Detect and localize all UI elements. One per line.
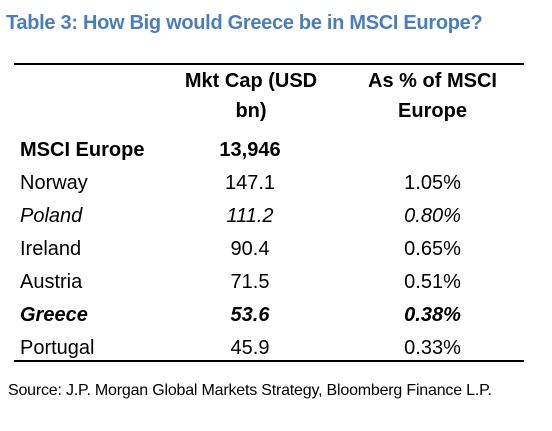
table-row: Norway 147.1 1.05% xyxy=(20,167,520,200)
row-name: Norway xyxy=(20,172,88,194)
header-pct-line1: As % of MSCI xyxy=(368,70,497,92)
table-row: Austria 71.5 0.51% xyxy=(20,266,520,299)
header-mkt-cap-line1: Mkt Cap (USD xyxy=(184,70,318,92)
header-pct-line2: Europe xyxy=(398,100,467,122)
header-pct-msci: As % of MSCI Europe xyxy=(350,66,515,126)
table-body: MSCI Europe 13,946 Norway 147.1 1.05% Po… xyxy=(20,134,520,365)
row-name: MSCI Europe xyxy=(20,139,145,161)
table-bottom-rule xyxy=(14,360,524,362)
row-mkt-cap: 45.9 xyxy=(230,337,270,359)
row-mkt-cap: 111.2 xyxy=(226,205,274,227)
table-row: Greece 53.6 0.38% xyxy=(20,299,520,332)
table-row: Ireland 90.4 0.65% xyxy=(20,233,520,266)
row-pct: 1.05% xyxy=(404,172,461,194)
row-name: Ireland xyxy=(20,238,82,260)
row-name: Portugal xyxy=(20,337,95,359)
row-name: Greece xyxy=(20,304,88,326)
row-mkt-cap: 147.1 xyxy=(224,172,276,194)
table-row: MSCI Europe 13,946 xyxy=(20,134,520,167)
row-mkt-cap: 90.4 xyxy=(230,238,270,260)
row-pct: 0.38% xyxy=(404,304,461,326)
row-pct: 0.65% xyxy=(404,238,461,260)
header-mkt-cap-line2: bn) xyxy=(235,100,267,122)
table-row: Poland 111.2 0.80% xyxy=(20,200,520,233)
table-top-rule xyxy=(14,63,524,65)
table-row: Portugal 45.9 0.33% xyxy=(20,332,520,365)
row-name: Poland xyxy=(20,205,83,227)
row-mkt-cap: 13,946 xyxy=(219,139,281,161)
row-pct: 0.80% xyxy=(404,205,461,227)
row-pct: 0.33% xyxy=(404,337,461,359)
table-title: Table 3: How Big would Greece be in MSCI… xyxy=(6,12,483,34)
header-mkt-cap: Mkt Cap (USD bn) xyxy=(176,66,326,126)
row-mkt-cap: 53.6 xyxy=(230,304,270,326)
source-note: Source: J.P. Morgan Global Markets Strat… xyxy=(8,382,492,399)
row-name: Austria xyxy=(20,271,83,293)
row-mkt-cap: 71.5 xyxy=(230,271,270,293)
row-pct: 0.51% xyxy=(404,271,461,293)
